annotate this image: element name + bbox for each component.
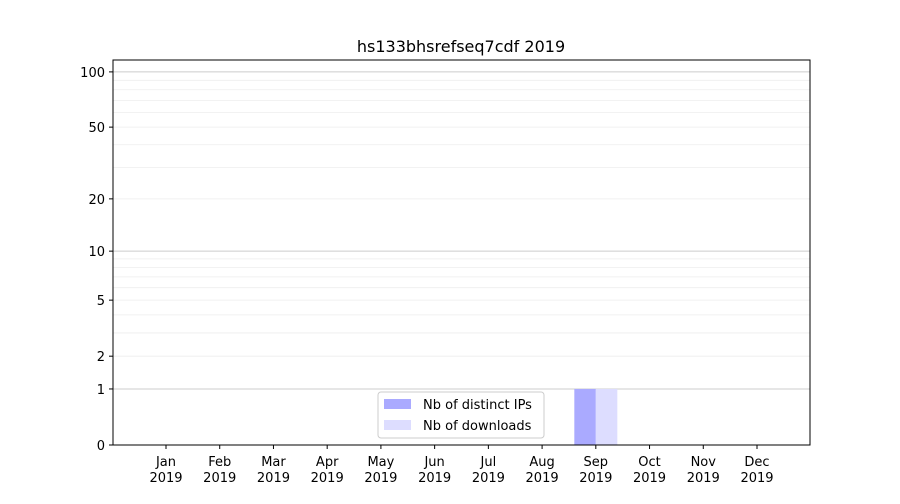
x-tick-label: Jun 2019 [418, 455, 451, 486]
x-tick-label: Jul 2019 [472, 455, 505, 486]
x-tick-label: Mar 2019 [257, 455, 290, 486]
x-tick-label: Oct 2019 [633, 455, 666, 486]
x-tick-label: Feb 2019 [203, 455, 236, 486]
legend-swatch [384, 399, 411, 409]
y-tick-label: 2 [97, 350, 105, 365]
bar-distinct-ips [574, 388, 596, 445]
x-tick-label: Aug 2019 [526, 455, 559, 486]
bar-downloads [595, 388, 618, 445]
legend-label: Nb of downloads [423, 419, 532, 434]
x-tick-label: Dec 2019 [740, 455, 773, 486]
chart-title: hs133bhsrefseq7cdf 2019 [357, 37, 565, 56]
y-tick-label: 50 [88, 121, 105, 136]
x-tick-label: May 2019 [364, 455, 397, 486]
y-tick-label: 20 [88, 193, 105, 208]
y-tick-label: 10 [88, 245, 105, 260]
x-tick-label: Nov 2019 [687, 455, 720, 486]
y-tick-label: 1 [97, 383, 105, 398]
x-tick-label: Jan 2019 [149, 455, 182, 486]
legend-label: Nb of distinct IPs [423, 398, 532, 413]
y-tick-label: 0 [97, 439, 105, 454]
y-tick-label: 5 [97, 294, 105, 309]
x-tick-label: Apr 2019 [311, 455, 344, 486]
x-tick-label: Sep 2019 [579, 455, 612, 486]
legend [377, 391, 545, 439]
legend-swatch [384, 420, 411, 430]
axes-frame [112, 59, 811, 446]
y-tick-label: 100 [80, 66, 105, 81]
